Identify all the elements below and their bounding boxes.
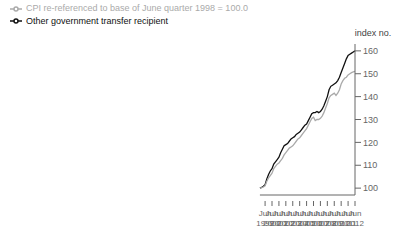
svg-text:160: 160 xyxy=(363,46,378,56)
svg-text:130: 130 xyxy=(363,115,378,125)
svg-text:Jun: Jun xyxy=(349,209,362,218)
html-text:Other government transfer reci: Other government transfer recipient xyxy=(26,15,169,26)
html-text:CPI re-referenced to base of J: CPI re-referenced to base of June quarte… xyxy=(26,3,248,13)
svg-text:100: 100 xyxy=(363,183,378,193)
svg-text:index no.: index no. xyxy=(355,28,389,38)
svg-text:120: 120 xyxy=(363,138,378,148)
svg-text:150: 150 xyxy=(363,69,378,79)
svg-text:110: 110 xyxy=(363,160,377,170)
svg-text:140: 140 xyxy=(363,92,378,102)
svg-text:2012: 2012 xyxy=(346,219,364,227)
